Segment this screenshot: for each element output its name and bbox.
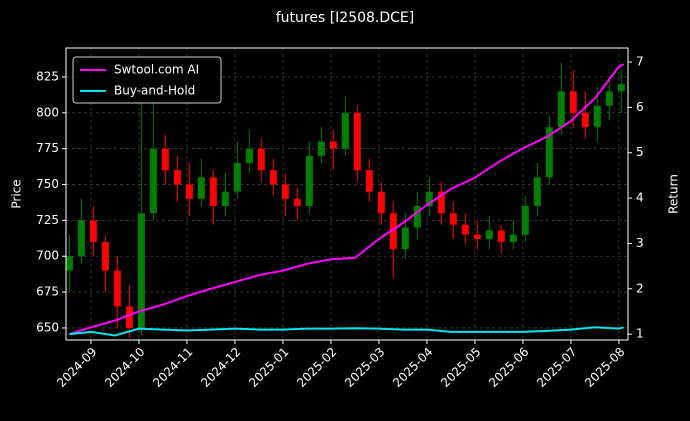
x-tick-label: 2025-05 — [438, 345, 483, 390]
candle-body — [329, 141, 337, 149]
y2-tick-label: 3 — [636, 236, 644, 250]
line-series — [69, 63, 625, 336]
candle-body — [101, 241, 109, 271]
x-tick-label: 2025-01 — [246, 345, 291, 390]
y2-tick-label: 5 — [636, 145, 644, 159]
plot-frame — [65, 47, 629, 341]
candle-body — [257, 148, 265, 171]
candle-body — [209, 177, 217, 207]
candle-body — [533, 177, 541, 207]
x-tick-label: 2025-08 — [582, 345, 627, 390]
candle-body — [617, 84, 625, 92]
candle-body — [593, 105, 601, 128]
legend-frame — [72, 56, 222, 104]
y2-tick-label: 4 — [636, 191, 644, 205]
y2-tick-label: 1 — [636, 327, 644, 341]
candle-body — [449, 213, 457, 225]
candle-body — [317, 141, 325, 156]
candle-body — [341, 112, 349, 149]
candle-body — [473, 234, 481, 240]
y-tick-label: 650 — [36, 320, 59, 334]
y-tick-label: 750 — [36, 177, 59, 191]
x-tick-label: 2024-09 — [54, 345, 99, 390]
y2-axis-label: Return — [667, 174, 681, 214]
candle-body — [221, 191, 229, 207]
candle-body — [545, 127, 553, 178]
x-tick-label: 2024-10 — [102, 345, 147, 390]
candle-body — [89, 220, 97, 242]
candle-body — [437, 191, 445, 214]
candle-body — [125, 306, 133, 328]
candle-body — [173, 170, 181, 185]
candle-body — [161, 148, 169, 171]
y2-tick-label: 6 — [636, 100, 644, 114]
x-tick-label: 2025-04 — [390, 345, 435, 390]
legend: Swtool.com AI Buy-and-Hold — [72, 56, 222, 104]
legend-label: Swtool.com AI — [114, 63, 199, 77]
line-series — [69, 326, 624, 337]
candle-body — [605, 91, 613, 106]
candle-body — [497, 230, 505, 242]
y-tick-label: 675 — [36, 285, 59, 299]
candle-body — [581, 112, 589, 128]
x-tick-label: 2025-02 — [294, 345, 339, 390]
candle-body — [521, 206, 529, 235]
y-tick-label: 800 — [36, 105, 59, 119]
x-tick-label: 2024-12 — [198, 345, 243, 390]
candle-body — [305, 155, 313, 207]
candle-body — [269, 170, 277, 185]
candle-body — [197, 177, 205, 199]
candle-body — [377, 191, 385, 214]
candle-body — [509, 234, 517, 242]
candle-body — [425, 191, 433, 207]
candle-body — [365, 170, 373, 192]
candle-body — [185, 184, 193, 199]
candle-body — [557, 91, 565, 128]
candle-body — [281, 184, 289, 199]
y-tick-label: 825 — [36, 69, 59, 83]
y-tick-label: 700 — [36, 249, 59, 263]
x-tick-label: 2025-03 — [342, 345, 387, 390]
y-tick-label: 775 — [36, 141, 59, 155]
candle-body — [137, 213, 145, 328]
y-tick-label: 725 — [36, 213, 59, 227]
candle-body — [293, 198, 301, 207]
candle-body — [569, 91, 577, 113]
candle-body — [113, 270, 121, 307]
y2-tick-label: 2 — [636, 281, 644, 295]
candle-body — [461, 224, 469, 235]
candle-body — [353, 112, 361, 171]
candle-body — [245, 148, 253, 164]
x-tick-label: 2025-06 — [486, 345, 531, 390]
chart-title: futures [I2508.DCE] — [276, 10, 415, 26]
candle-body — [233, 163, 241, 192]
candle-body — [77, 220, 85, 257]
candle-body — [149, 148, 157, 214]
candle-body — [401, 227, 409, 250]
x-tick-label: 2025-07 — [534, 345, 579, 390]
candle-body — [389, 213, 397, 250]
candle-body — [65, 256, 73, 271]
x-tick-label: 2024-11 — [150, 345, 195, 390]
y2-tick-label: 7 — [636, 55, 644, 69]
y-axis-label: Price — [10, 179, 24, 208]
candle-body — [485, 230, 493, 240]
legend-label: Buy-and-Hold — [114, 84, 195, 98]
candle-body — [413, 206, 421, 228]
